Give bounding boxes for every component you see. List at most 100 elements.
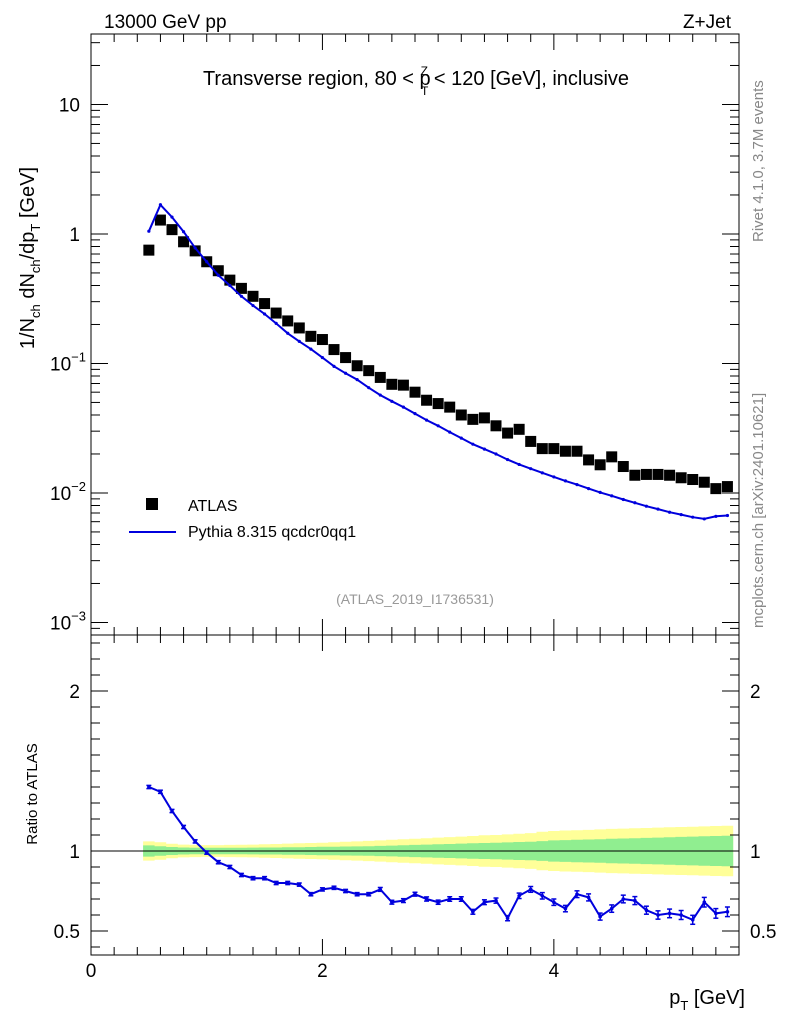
pythia-point	[586, 487, 591, 491]
atlas-data-point	[247, 290, 259, 302]
atlas-data-point	[386, 378, 398, 390]
pythia-point	[471, 442, 475, 446]
ratio-pythia-point	[471, 910, 475, 914]
pythia-point	[679, 513, 683, 517]
ratio-pythia-point	[309, 892, 313, 896]
pythia-point	[714, 514, 718, 518]
ratio-pythia-point	[505, 916, 510, 920]
legend-pythia-label: Pythia 8.315 qcdcr0qq1	[188, 524, 356, 541]
pythia-point	[332, 364, 336, 368]
pythia-point	[563, 479, 568, 483]
ratio-pythia-point	[193, 839, 197, 844]
ratio-pythia-point	[690, 918, 695, 922]
atlas-data-point	[617, 461, 629, 473]
pythia-point	[725, 513, 730, 518]
pythia-point	[205, 260, 209, 264]
main-y-tick-label: 10	[59, 95, 80, 116]
pythia-point	[251, 303, 255, 308]
atlas-data-point	[432, 398, 444, 410]
atlas-data-point	[259, 298, 271, 310]
atlas-data-point	[455, 409, 467, 421]
energy-label: 13000 GeV pp	[104, 12, 227, 33]
ratio-pythia-point	[575, 892, 579, 896]
pythia-point	[691, 515, 695, 519]
main-frame	[90, 33, 740, 636]
ratio-y-tick-label: 0.5	[54, 922, 80, 943]
ratio-pythia-point	[621, 897, 626, 901]
ratio-pythia-point	[447, 897, 452, 901]
pythia-point	[667, 510, 672, 514]
pythia-point	[517, 462, 521, 467]
ratio-panel: 2 2 1 1 0.5 0.5 0 2 4 Ratio to ATLAS pT [GeV]	[24, 634, 776, 1013]
pythia-point	[390, 399, 394, 403]
pythia-point	[459, 436, 463, 440]
pythia-point	[424, 418, 429, 422]
atlas-data-point	[594, 459, 606, 471]
pythia-point	[552, 475, 556, 479]
ratio-pythia-point	[482, 900, 487, 904]
ratio-pythia-point	[552, 900, 556, 904]
analysis-id: (ATLAS_2019_I1736531)	[336, 591, 494, 607]
atlas-data-point	[178, 236, 190, 248]
pythia-point	[610, 494, 614, 498]
atlas-data-point	[687, 474, 699, 486]
pythia-point	[656, 507, 660, 511]
pythia-point	[529, 467, 533, 471]
ratio-pythia-point	[586, 895, 591, 900]
atlas-data-point	[270, 307, 282, 319]
x-tick-label: 0	[86, 961, 97, 982]
pythia-point	[494, 452, 498, 456]
atlas-data-point	[363, 365, 375, 377]
ratio-y-label: Ratio to ATLAS	[24, 743, 41, 844]
ratio-pythia-point	[204, 850, 209, 855]
ratio-y-tick-label-right: 2	[750, 682, 761, 703]
atlas-data-point	[224, 274, 236, 286]
ratio-pythia-point	[540, 894, 545, 898]
pythia-point	[575, 483, 579, 487]
pythia-point	[216, 273, 220, 277]
atlas-data-point	[293, 322, 305, 334]
ratio-pythia-point	[170, 809, 174, 813]
ratio-pythia-point	[679, 913, 683, 917]
ratio-y-tick-label: 2	[69, 682, 80, 703]
pythia-point	[320, 355, 325, 360]
ratio-pythia-point	[714, 911, 718, 916]
ratio-pythia-point	[633, 898, 637, 903]
atlas-data-point	[235, 282, 247, 294]
ratio-pythia-point	[274, 881, 278, 885]
legend-atlas-marker	[146, 498, 158, 510]
ratio-pythia-point	[332, 886, 336, 890]
main-y-tick-label: 10−3	[50, 608, 86, 634]
atlas-data-point	[340, 352, 352, 364]
atlas-data-point	[374, 371, 386, 383]
pythia-point	[633, 501, 637, 505]
x-axis-label: pT [GeV]	[669, 987, 745, 1013]
pythia-point	[297, 339, 301, 344]
ratio-pythia-point	[297, 882, 302, 887]
ratio-pythia-point	[378, 887, 383, 892]
pythia-point	[621, 497, 625, 502]
pythia-point	[309, 347, 313, 351]
process-label: Z+Jet	[683, 12, 732, 33]
ratio-pythia-point	[343, 889, 348, 893]
pythia-point	[540, 471, 544, 475]
atlas-data-point	[166, 224, 178, 236]
pythia-point	[378, 393, 382, 397]
main-y-tick-label: 10−1	[50, 349, 86, 375]
pythia-point	[644, 504, 649, 508]
pythia-point	[181, 230, 186, 234]
mcplots-label: mcplots.cern.ch [arXiv:2401.10621]	[750, 393, 767, 628]
atlas-data-point	[525, 435, 537, 447]
atlas-data-point	[698, 476, 710, 488]
ratio-pythia-point	[656, 913, 660, 917]
ratio-pythia-point	[181, 825, 186, 829]
x-tick-label: 4	[549, 961, 560, 982]
ratio-pythia-point	[563, 906, 568, 911]
atlas-data-point	[154, 214, 166, 226]
atlas-data-point	[721, 481, 733, 493]
main-panel: 10 1 10−1 10−2 10−3 Transverse region, 80 < …	[17, 33, 740, 636]
x-tick-label: 2	[317, 961, 328, 982]
pythia-point	[343, 371, 348, 375]
pythia-point	[482, 447, 487, 451]
